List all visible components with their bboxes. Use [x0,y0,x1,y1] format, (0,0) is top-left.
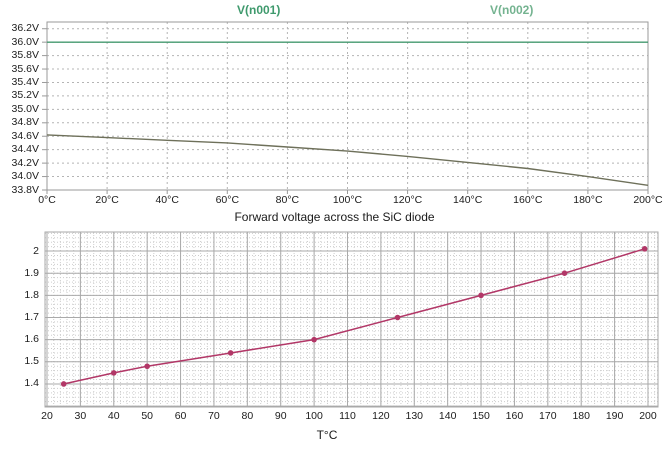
x-tick-label: 160 [505,410,524,422]
legend-vn002-label: V(n002) [490,3,534,17]
x-tick-label: 110 [339,410,356,422]
data-point-marker [144,363,150,370]
data-point-marker [311,336,317,343]
x-tick-label: 20°C [95,194,119,206]
data-point-marker [641,246,648,252]
x-tick-label: 60 [174,410,187,422]
data-point-marker [561,270,568,277]
top-plot-border [46,21,649,191]
y-tick-label: 1.4 [24,377,39,390]
x-tick-label: 0°C [38,194,56,206]
y-tick-label: 35.8V [11,49,39,62]
x-tick-label: 180 [572,410,590,422]
x-tick-label: 120 [372,410,390,422]
bottom-x-axis-label: T°C [316,428,338,442]
y-tick-label: 34.4V [11,143,39,156]
y-tick-label: 34.6V [11,129,39,142]
data-point-marker [394,314,401,321]
x-tick-label: 140 [438,410,457,422]
trace-vn002 [46,134,649,186]
x-tick-label: 200 [639,410,657,422]
bottom-plot-border [44,231,659,408]
x-tick-label: 200°C [633,194,663,206]
y-tick-label: 34.2V [11,156,39,169]
x-tick-label: 40 [107,410,120,422]
y-tick-label: 35.6V [11,62,39,75]
y-tick-label: 36.2V [11,22,39,35]
y-tick-label: 34.8V [11,116,39,129]
x-tick-label: 100 [305,410,323,422]
legend-vn001-label: V(n001) [237,3,281,17]
x-tick-label: 140°C [453,194,483,206]
y-tick-label: 35.2V [11,89,39,102]
y-tick-label: 1.6 [24,333,39,346]
y-tick-label: 36.0V [11,35,39,48]
y-tick-label: 35.0V [11,102,39,115]
bottom-chart-title: Forward voltage across the SiC diode [234,210,435,224]
x-tick-label: 40°C [155,194,179,206]
x-tick-label: 80°C [275,194,300,206]
x-tick-label: 90 [274,410,287,422]
y-tick-label: 1.9 [24,266,39,279]
x-tick-label: 170 [539,410,557,422]
x-tick-label: 80 [241,410,254,422]
x-tick-label: 150 [472,410,490,422]
x-tick-label: 160°C [513,194,543,206]
x-tick-label: 130 [405,410,424,422]
x-tick-label: 20 [41,410,53,422]
y-tick-label: 33.8V [11,183,39,196]
x-tick-label: 50 [141,410,153,422]
x-tick-label: 70 [208,410,220,422]
y-tick-label: 1.7 [24,311,39,323]
data-point-marker [478,292,484,299]
x-tick-label: 30 [74,410,87,422]
data-point-marker [110,370,117,376]
x-tick-label: 120°C [392,194,423,206]
data-point-marker [227,350,234,356]
x-tick-label: 180°C [573,194,603,206]
y-tick-label: 35.4V [11,75,39,88]
y-tick-label: 1.8 [24,288,39,301]
data-point-marker [60,381,67,387]
x-tick-label: 190 [605,410,624,422]
y-tick-label: 34.0V [11,170,39,183]
y-tick-label: 1.5 [24,355,39,368]
x-tick-label: 60°C [215,194,240,206]
y-tick-label: 2 [33,244,39,257]
x-tick-label: 100°C [332,194,363,206]
